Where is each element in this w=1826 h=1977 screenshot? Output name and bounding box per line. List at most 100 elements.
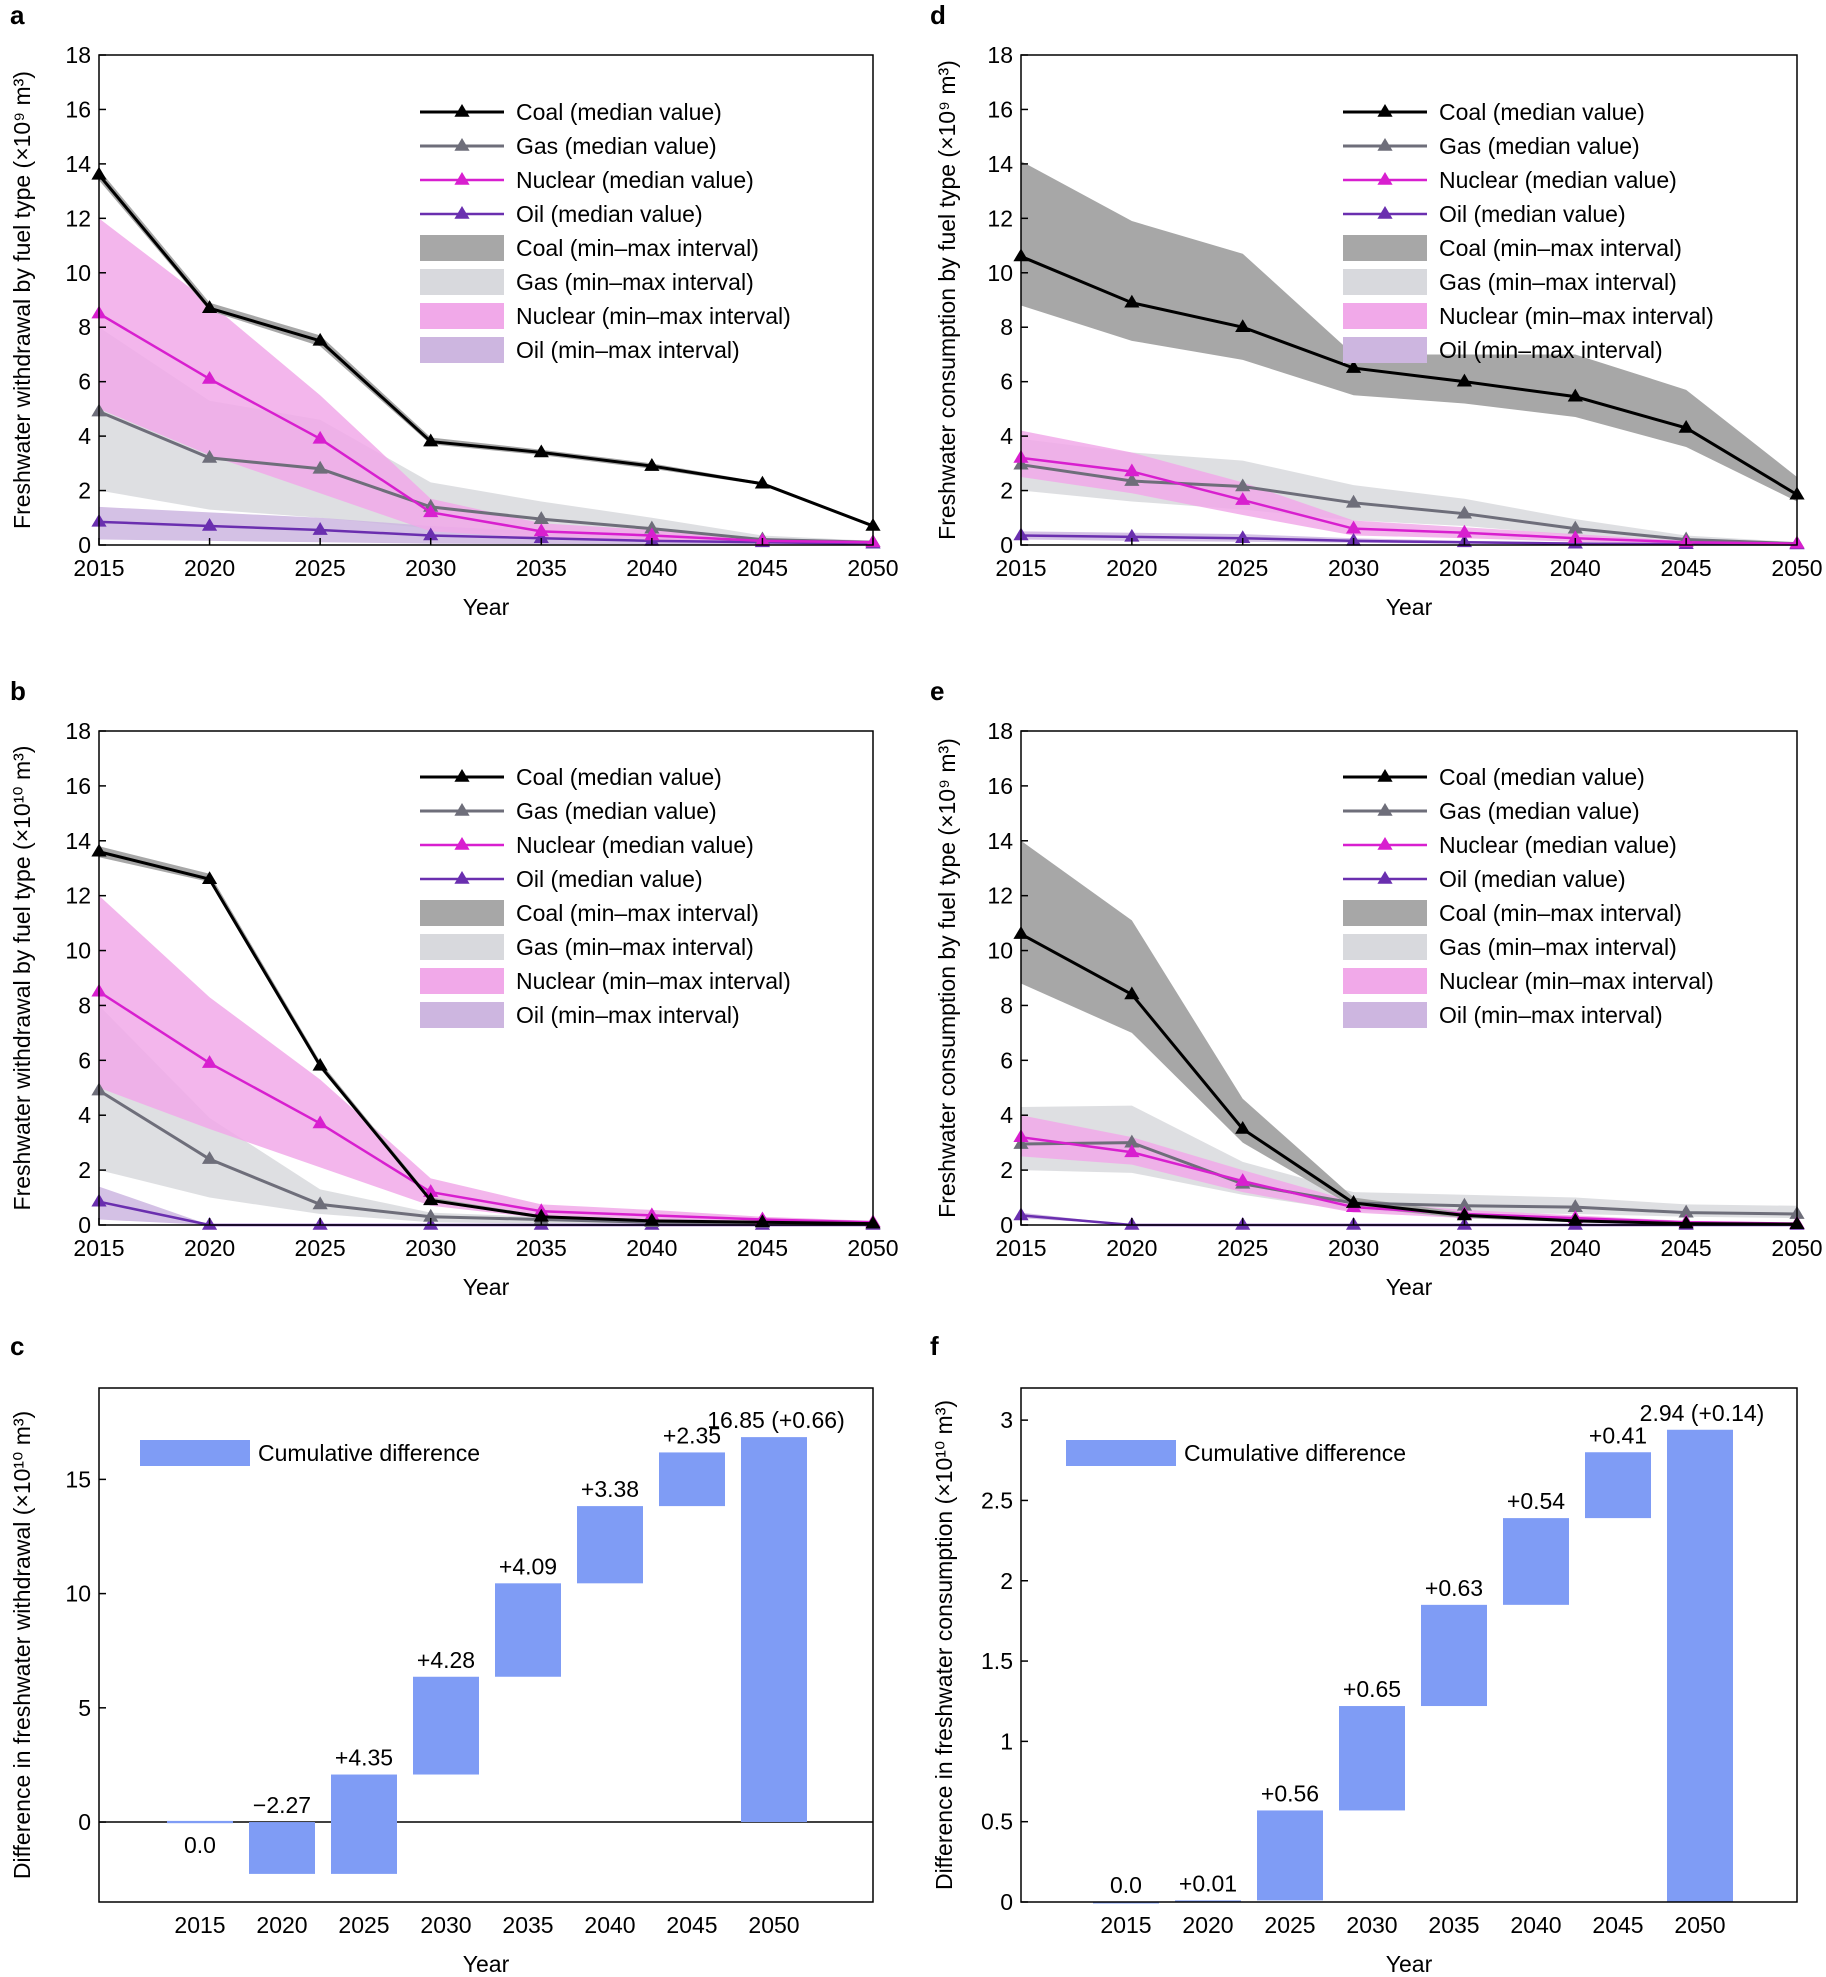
legend-label: Coal (min–max interval) <box>516 235 759 261</box>
marker-gas-2035 <box>1456 1197 1473 1211</box>
band-nuclear <box>1021 1115 1797 1225</box>
chart-panel-a: a 0 2 4 6 8 10 12 14 16 18 2015 2020 2025 2030 2035 2040… <box>9 0 899 620</box>
legend-label: Oil (median value) <box>1439 201 1626 227</box>
band-nuclear <box>1021 430 1797 545</box>
x-tick-label: 2040 <box>584 1912 635 1938</box>
x-tick-label: 2015 <box>73 1235 124 1261</box>
y-tick-label: 18 <box>987 718 1013 744</box>
x-tick-label: 2050 <box>847 555 898 581</box>
x-tick-label: 2040 <box>1550 1235 1601 1261</box>
bar-value-label: +0.56 <box>1261 1780 1319 1806</box>
legend-swatch-nuclear_band <box>420 303 504 329</box>
legend-label: Coal (median value) <box>1439 99 1645 125</box>
legend-label: Gas (min–max interval) <box>516 934 754 960</box>
bar-value-label: +3.38 <box>581 1476 639 1502</box>
x-tick-label: 2025 <box>295 1235 346 1261</box>
marker-oil-2035 <box>533 530 549 543</box>
x-tick-label: 2035 <box>502 1912 553 1938</box>
x-tick-label: 2030 <box>1328 1235 1379 1261</box>
series-line-coal <box>1020 255 1798 496</box>
y-tick-label: 4 <box>78 1102 91 1128</box>
y-tick-label: 0 <box>78 532 91 558</box>
legend-swatch-gas_band <box>1343 269 1427 295</box>
x-tick-label: 2015 <box>174 1912 225 1938</box>
legend-label: Nuclear (median value) <box>516 167 754 193</box>
legend-swatch-oil_band <box>1343 1002 1427 1028</box>
series-line-gas <box>1020 1141 1798 1216</box>
y-axis-label: Freshwater withdrawal by fuel type (×10¹… <box>9 746 35 1211</box>
bar-2030 <box>1339 1706 1405 1811</box>
legend-label: Cumulative difference <box>258 1440 480 1466</box>
series-line-oil <box>1020 534 1798 546</box>
marker-nuclear-2025 <box>1235 1173 1251 1186</box>
legend-marker-coal <box>454 769 470 782</box>
x-tick-label: 2040 <box>626 555 677 581</box>
legend-swatch-nuclear_band <box>420 968 504 994</box>
marker-coal-2030 <box>423 433 439 447</box>
marker-nuclear-2020 <box>201 370 218 384</box>
y-tick-label: 10 <box>987 260 1013 286</box>
legend-label: Oil (min–max interval) <box>1439 337 1663 363</box>
marker-gas-2020 <box>1124 473 1140 486</box>
y-tick-label: 5 <box>78 1695 91 1721</box>
y-tick-label: 16 <box>65 96 91 122</box>
legend-label: Nuclear (min–max interval) <box>1439 968 1714 994</box>
y-tick-label: 15 <box>65 1466 91 1492</box>
bar-2050 <box>1667 1429 1733 1902</box>
x-tick-label: 2020 <box>1106 555 1157 581</box>
x-tick-label: 2015 <box>995 555 1046 581</box>
x-tick-label: 2035 <box>1439 1235 1490 1261</box>
marker-gas-2030 <box>1345 494 1362 508</box>
x-tick-label: 2030 <box>1346 1912 1397 1938</box>
marker-coal-2025 <box>312 1057 328 1071</box>
marker-nuclear-2020 <box>201 1055 218 1068</box>
series-line-oil <box>98 520 874 545</box>
y-tick-label: 10 <box>65 260 91 286</box>
y-axis-label: Freshwater consumption by fuel type (×10… <box>934 738 960 1218</box>
marker-nuclear-2030 <box>423 504 439 518</box>
legend-marker-nuclear <box>454 837 470 850</box>
legend-marker-coal <box>1377 104 1393 117</box>
legend-marker-gas <box>1377 803 1393 816</box>
chart-panel-d: d 0 2 4 6 8 10 12 14 16 18 2015 2020 2025 2030 2035 2040… <box>930 0 1823 620</box>
y-tick-label: 16 <box>65 773 91 799</box>
legend-label: Nuclear (median value) <box>1439 167 1677 193</box>
y-tick-label: 0 <box>78 1809 91 1835</box>
x-tick-label: 2020 <box>256 1912 307 1938</box>
legend-swatch-oil_band <box>420 337 504 363</box>
legend-swatch-nuclear_band <box>1343 968 1427 994</box>
x-tick-label: 2020 <box>1182 1912 1233 1938</box>
x-tick-label: 2025 <box>338 1912 389 1938</box>
legend-swatch-bar <box>140 1440 250 1466</box>
y-tick-label: 2 <box>78 1157 91 1183</box>
y-tick-label: 3 <box>1000 1407 1013 1433</box>
y-tick-label: 6 <box>1000 369 1013 395</box>
marker-coal-2030 <box>423 1192 439 1206</box>
legend-swatch-coal_band <box>420 235 504 261</box>
marker-oil-2030 <box>423 527 439 541</box>
legend-label: Coal (min–max interval) <box>1439 900 1682 926</box>
x-axis-label: Year <box>1386 594 1433 620</box>
x-tick-label: 2030 <box>405 1235 456 1261</box>
marker-gas-2040 <box>644 520 660 534</box>
y-tick-label: 2 <box>1000 1157 1013 1183</box>
legend-label: Gas (median value) <box>516 798 717 824</box>
x-tick-label: 2050 <box>748 1912 799 1938</box>
panel-letter: b <box>10 676 26 706</box>
legend: Coal (median value) Gas (median value) Nuc… <box>1343 99 1714 363</box>
x-axis-label: Year <box>1386 1274 1433 1300</box>
marker-gas-2020 <box>201 1151 218 1164</box>
legend-label: Nuclear (median value) <box>1439 832 1677 858</box>
legend-label: Coal (median value) <box>516 764 722 790</box>
y-tick-label: 8 <box>1000 992 1013 1018</box>
x-tick-label: 2025 <box>1217 555 1268 581</box>
x-tick-label: 2030 <box>405 555 456 581</box>
chart-panel-b: b 0 2 4 6 8 10 12 14 16 18 2015 2020 2025 2030 2035 2040… <box>9 676 899 1300</box>
bar-2035 <box>1421 1604 1487 1707</box>
y-tick-label: 4 <box>1000 1102 1013 1128</box>
legend-label: Gas (min–max interval) <box>1439 269 1677 295</box>
marker-gas-2035 <box>533 511 549 524</box>
legend-label: Nuclear (median value) <box>516 832 754 858</box>
band-nuclear <box>99 895 873 1224</box>
